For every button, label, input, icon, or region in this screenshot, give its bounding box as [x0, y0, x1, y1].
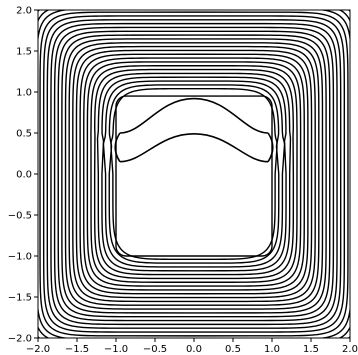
y-tick-label: 1.5: [16, 47, 32, 58]
contour-line: [46, 19, 342, 329]
contour-line: [93, 68, 295, 280]
y-tick-label: 2.0: [16, 6, 32, 17]
contour-line: [96, 72, 292, 276]
contour-line: [102, 80, 286, 268]
contour-line: [86, 61, 302, 287]
y-tick-label: −0.5: [8, 211, 32, 222]
y-tick-label: −2.0: [8, 334, 32, 345]
axes: −2.0 −1.5 −1.0 −0.5 0.0 0.5 1.0 1.5 2.0 −2.0 −1.5 −…: [8, 6, 358, 355]
y-tick-label: 0.5: [16, 129, 32, 140]
contour-line: [75, 49, 313, 299]
x-tick-label: −1.0: [104, 344, 128, 355]
y-tick-label: 1.0: [16, 88, 32, 99]
contour-line: [79, 53, 309, 295]
contour-line: [61, 34, 327, 314]
x-tick-label: 0.5: [225, 344, 241, 355]
x-tick-label: 1.5: [303, 344, 319, 355]
x-tick-label: 0.0: [186, 344, 202, 355]
contour-line: [68, 42, 320, 306]
plot-frame: [37, 9, 351, 339]
contour-line: [267, 132, 274, 163]
contour-line: [38, 10, 350, 338]
contour-line: [115, 95, 273, 257]
contour-line: [114, 132, 121, 163]
contour-line: [57, 30, 331, 318]
x-tick-label: 2.0: [342, 344, 358, 355]
y-tick-label: −1.0: [8, 252, 32, 263]
contour-line: [108, 84, 280, 264]
contour-line: [83, 57, 305, 291]
y-tick-label: −1.5: [8, 293, 32, 304]
contour-line: [110, 88, 278, 260]
x-tick-label: −2.0: [26, 344, 50, 355]
contour-line: [50, 22, 338, 326]
contour-line: [101, 76, 287, 272]
contour-line: [38, 10, 350, 338]
x-tick-label: −0.5: [143, 344, 167, 355]
contour-line: [72, 45, 316, 303]
contour-line: [53, 26, 335, 322]
contour-lines: [38, 10, 350, 338]
contour-line: [119, 97, 269, 134]
contour-line: [39, 11, 349, 337]
x-tick-label: −1.5: [65, 344, 89, 355]
contour-line: [42, 15, 346, 333]
contour-line: [119, 133, 269, 163]
contour-line: [90, 65, 298, 283]
x-tick-label: 1.0: [264, 344, 280, 355]
y-tick-label: 0.0: [16, 170, 32, 181]
contour-line: [64, 38, 324, 310]
